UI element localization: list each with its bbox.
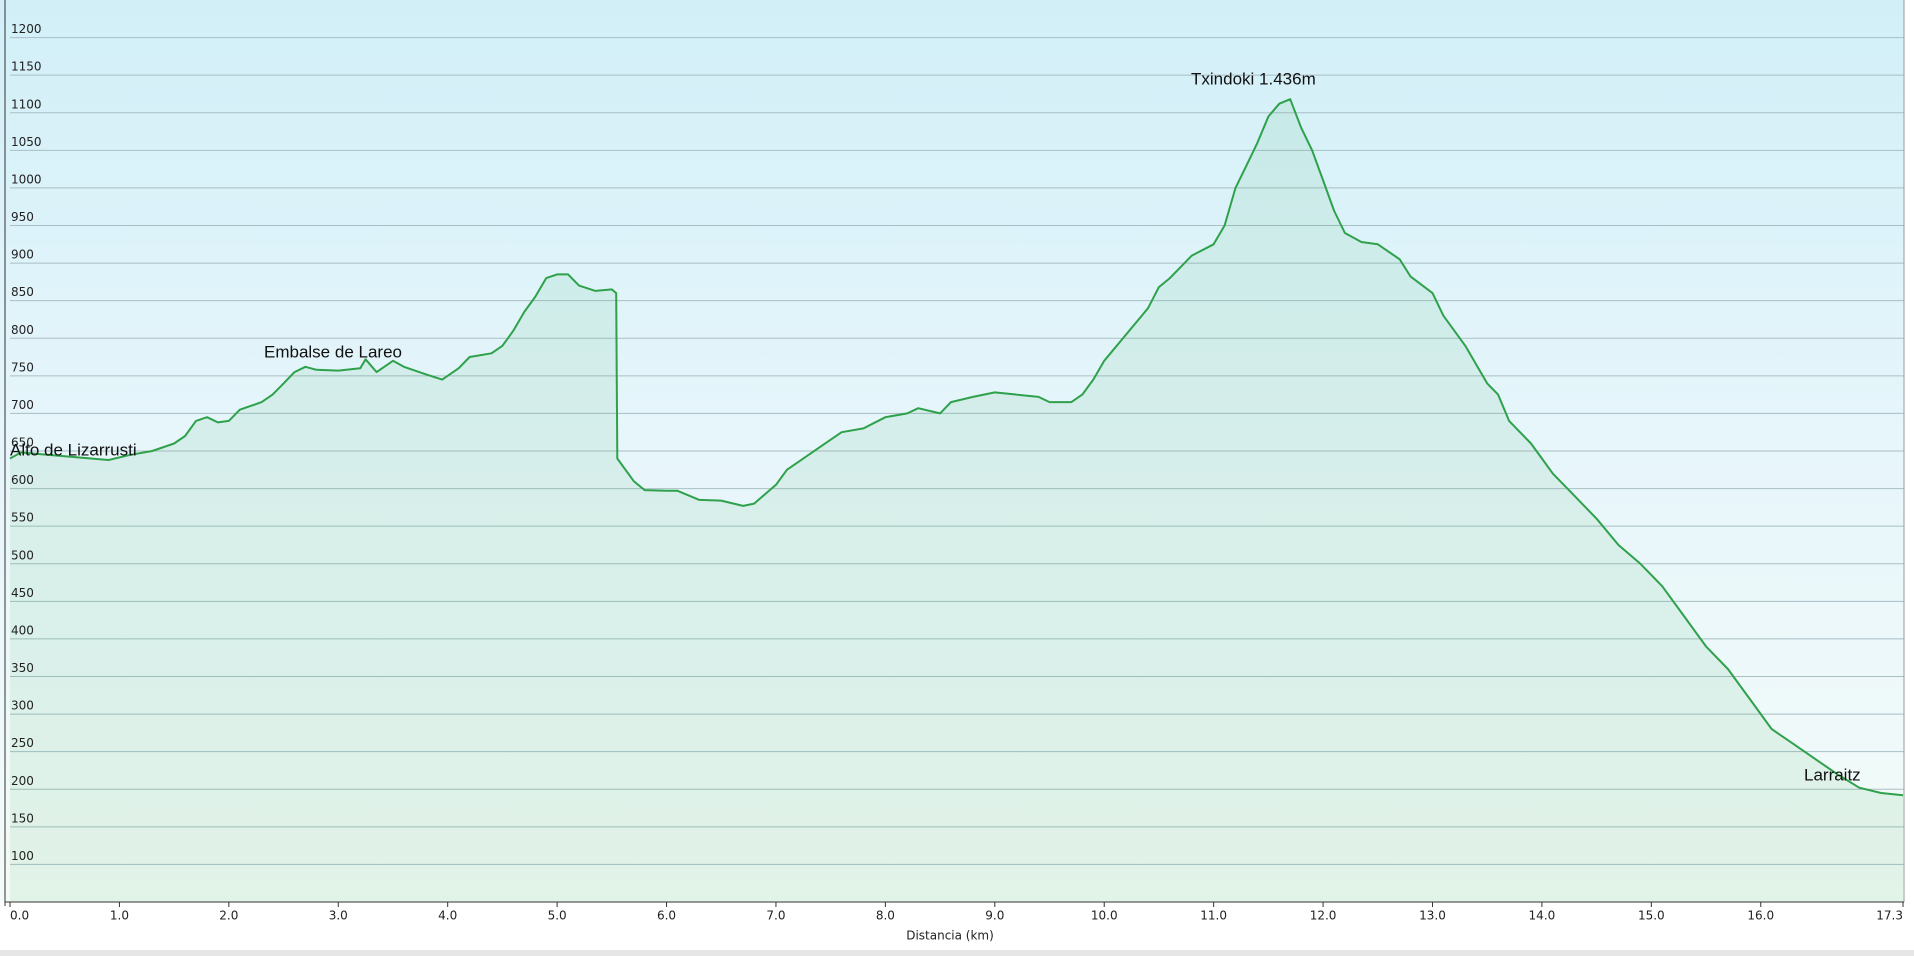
x-axis-label: Distancia (km) [906,929,994,943]
x-tick-label: 12.0 [1310,909,1337,923]
x-tick-label: 13.0 [1419,909,1446,923]
annotation: Larraitz [1804,765,1861,784]
y-tick-label: 1050 [11,135,42,149]
x-tick-label: 6.0 [657,909,676,923]
bottom-strip [0,950,1914,956]
x-tick-label: 1.0 [110,909,129,923]
x-tick-label: 8.0 [876,909,895,923]
y-tick-label: 1200 [11,22,42,36]
y-tick-label: 800 [11,323,34,337]
y-tick-label: 400 [11,623,34,637]
y-tick-label: 550 [11,511,34,525]
y-tick-label: 600 [11,473,34,487]
x-tick-label: 14.0 [1529,909,1556,923]
y-tick-label: 850 [11,285,34,299]
y-tick-label: 1100 [11,97,42,111]
annotation: Embalse de Lareo [264,342,402,361]
y-tick-label: 1000 [11,172,42,186]
y-tick-label: 300 [11,699,34,713]
x-tick-label: 11.0 [1200,909,1227,923]
area-fill [10,99,1903,902]
y-tick-label: 200 [11,774,34,788]
y-tick-label: 650 [11,436,34,450]
elevation-line [9,98,1904,797]
x-tick-label: 10.0 [1091,909,1118,923]
y-tick-label: 1150 [11,60,42,74]
y-tick-label: 500 [11,548,34,562]
x-tick-label: 9.0 [985,909,1004,923]
x-tick-label: 15.0 [1638,909,1665,923]
y-tick-label: 350 [11,661,34,675]
x-tick-label: 3.0 [329,909,348,923]
annotation: Txindoki 1.436m [1191,69,1316,88]
y-tick-label: 900 [11,248,34,262]
y-tick-label: 700 [11,398,34,412]
y-tick-label: 950 [11,210,34,224]
annotation: Alto de Lizarrusti [10,440,137,459]
y-tick-label: 250 [11,736,34,750]
y-tick-label: 750 [11,360,34,374]
x-tick-label: 5.0 [548,909,567,923]
x-tick-label: 7.0 [766,909,785,923]
y-tick-label: 450 [11,586,34,600]
x-tick-label: 2.0 [219,909,238,923]
x-tick-label: 4.0 [438,909,457,923]
x-tick-label: 0.0 [10,909,29,923]
y-tick-label: 150 [11,811,34,825]
x-tick-label: 17.3 [1876,909,1903,923]
x-tick-label: 16.0 [1747,909,1774,923]
y-tick-label: 100 [11,849,34,863]
